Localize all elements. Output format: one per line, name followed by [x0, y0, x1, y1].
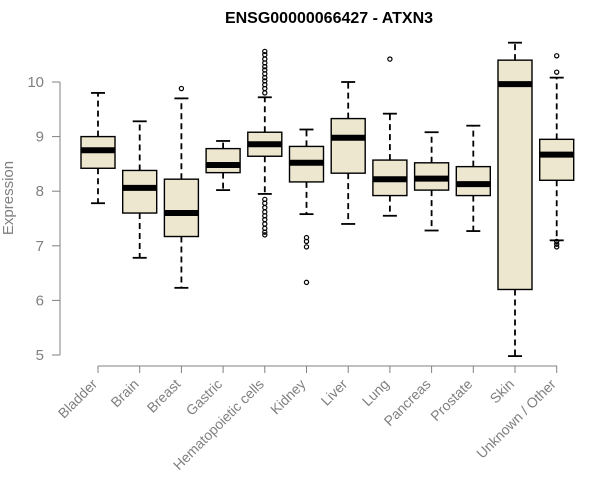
box-series [121, 120, 158, 259]
y-tick-label: 8 [36, 183, 44, 200]
x-tick-label: Lung [359, 376, 392, 409]
y-tick-label: 9 [36, 129, 44, 146]
box-rect [121, 169, 158, 214]
box-series [372, 56, 408, 217]
box-rect [455, 165, 491, 197]
box-rect [205, 147, 241, 174]
x-tick-label: Unknown / Other [473, 376, 559, 462]
box-series [455, 124, 491, 232]
y-tick-label: 10 [27, 74, 44, 91]
x-tick-label: Skin [487, 376, 518, 407]
chart-title: ENSG00000066427 - ATXN3 [225, 10, 433, 27]
box-series [497, 41, 533, 357]
x-tick-label: Prostate [427, 376, 475, 424]
outlier-point [554, 238, 560, 245]
y-tick-label: 7 [36, 238, 44, 255]
box-rect [497, 59, 533, 291]
outlier-point [262, 67, 268, 73]
box-series [539, 53, 575, 250]
outlier-point [303, 244, 310, 250]
y-axis-ticks: 5 6 7 8 9 10 [27, 74, 60, 364]
outlier-point [262, 48, 268, 55]
outlier-point [303, 279, 310, 286]
outlier-point [554, 244, 560, 250]
outlier-point [554, 241, 560, 247]
x-tick-label: Breast [144, 376, 184, 416]
outlier-point [262, 232, 268, 238]
outlier-point [262, 78, 268, 84]
outlier-point [262, 90, 268, 96]
box-series [288, 128, 325, 286]
y-axis-label: Expression [0, 161, 17, 235]
outlier-point [387, 56, 393, 62]
box-rect [330, 117, 366, 174]
outlier-point [554, 53, 560, 59]
box-rect [163, 178, 200, 238]
box-series [205, 140, 241, 192]
y-tick-label: 5 [36, 347, 44, 364]
outlier-point [262, 196, 268, 203]
outlier-point [178, 85, 185, 92]
x-tick-label: Kidney [267, 376, 309, 418]
box-rect [539, 138, 575, 181]
outlier-point [262, 204, 268, 211]
boxes-group [80, 41, 575, 357]
outlier-point [262, 52, 268, 58]
y-tick-label: 6 [36, 292, 44, 309]
outlier-point [262, 221, 268, 227]
box-series [247, 48, 283, 238]
box-series [413, 131, 450, 232]
x-tick-label: Brain [107, 376, 141, 410]
x-tick-label: Bladder [55, 376, 101, 422]
outlier-point [554, 69, 560, 75]
box-series [80, 92, 116, 205]
x-tick-label: Liver [318, 376, 351, 409]
outlier-point [303, 234, 310, 241]
box-series [163, 85, 200, 289]
box-series [330, 81, 366, 225]
